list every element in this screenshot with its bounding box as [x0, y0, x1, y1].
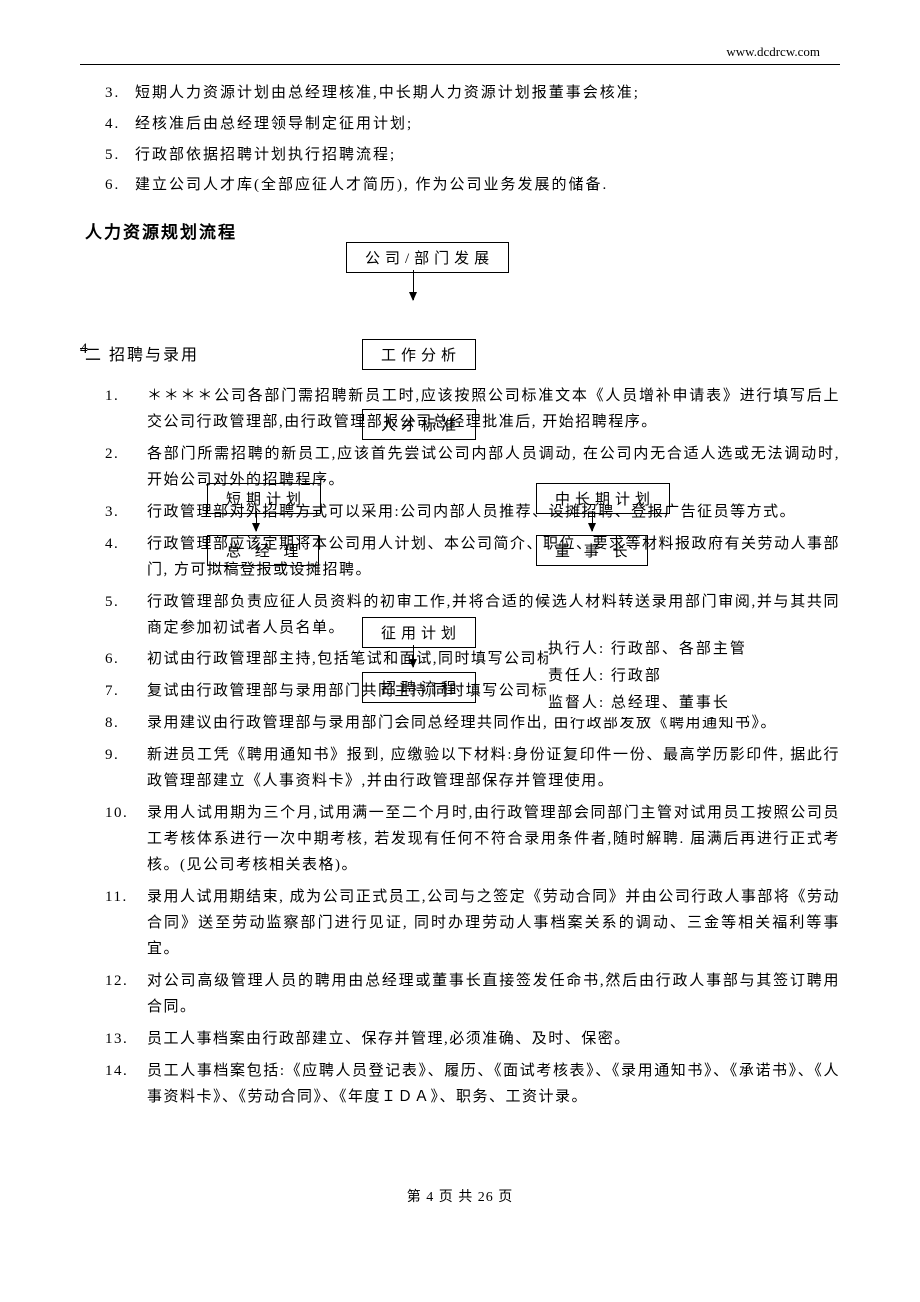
list-text: 行政管理部负责应征人员资料的初审工作,并将合适的候选人材料转送录用部门审阅,并与… [147, 590, 840, 642]
list-text: ＊＊＊＊公司各部门需招聘新员工时,应该按照公司标准文本《人员增补申请表》进行填写… [147, 384, 840, 436]
header-url: www.dcdrcw.com [726, 44, 820, 60]
list-text: 对公司高级管理人员的聘用由总经理或董事长直接签发任命书,然后由行政人事部与其签订… [147, 969, 840, 1021]
list-item: 10.录用人试用期为三个月,试用满一至二个月时,由行政管理部会同部门主管对试用员… [105, 801, 840, 879]
list-num: 4. [105, 109, 135, 140]
list-item: 3.行政管理部对外招聘方式可以采用:公司内部人员推荐、设摊招聘、登报广告征员等方… [105, 500, 840, 526]
list-num: 5. [105, 140, 135, 171]
list-item: 14.员工人事档案包括:《应聘人员登记表》、履历、《面试考核表》、《录用通知书》… [105, 1059, 840, 1111]
list-item: 9.新进员工凭《聘用通知书》报到, 应缴验以下材料:身份证复印件一份、最高学历影… [105, 743, 840, 795]
list-num: 2. [105, 442, 147, 494]
list-num: 8. [105, 711, 147, 737]
role-line: 责任人: 行政部 [548, 663, 747, 690]
list-text: 短期人力资源计划由总经理核准,中长期人力资源计划报董事会核准; [135, 78, 640, 109]
list-item: 5.行政管理部负责应征人员资料的初审工作,并将合适的候选人材料转送录用部门审阅,… [105, 590, 840, 642]
ordered-list: 1.＊＊＊＊公司各部门需招聘新员工时,应该按照公司标准文本《人员增补申请表》进行… [105, 384, 840, 1116]
page-footer: 第 4 页 共 26 页 [0, 1186, 920, 1206]
top-rule [80, 64, 840, 65]
list-text: 员工人事档案由行政部建立、保存并管理,必须准确、及时、保密。 [147, 1027, 840, 1053]
list-num: 14. [105, 1059, 147, 1111]
list-text: 录用人试用期为三个月,试用满一至二个月时,由行政管理部会同部门主管对试用员工按照… [147, 801, 840, 879]
list-num: 10. [105, 801, 147, 879]
list-text: 员工人事档案包括:《应聘人员登记表》、履历、《面试考核表》、《录用通知书》、《承… [147, 1059, 840, 1111]
list-num: 9. [105, 743, 147, 795]
list-item: 12.对公司高级管理人员的聘用由总经理或董事长直接签发任命书,然后由行政人事部与… [105, 969, 840, 1021]
list-text: 经核准后由总经理领导制定征用计划; [135, 109, 413, 140]
page: www.dcdrcw.com 3.短期人力资源计划由总经理核准,中长期人力资源计… [0, 0, 920, 1302]
list-item: 2.各部门所需招聘的新员工,应该首先尝试公司内部人员调动, 在公司内无合适人选或… [105, 442, 840, 494]
list-text: 行政管理部应该定期将本公司用人计划、本公司简介、职位、要求等材料报政府有关劳动人… [147, 532, 840, 584]
list-text: 建立公司人才库(全部应征人才简历), 作为公司业务发展的储备. [135, 170, 608, 201]
list-num: 1. [105, 384, 147, 436]
list-item: 11.录用人试用期结束, 成为公司正式员工,公司与之签定《劳动合同》并由公司行政… [105, 885, 840, 963]
list-item: 4.行政管理部应该定期将本公司用人计划、本公司简介、职位、要求等材料报政府有关劳… [105, 532, 840, 584]
list-num: 4. [105, 532, 147, 584]
list-num: 7. [105, 679, 147, 705]
list-num: 12. [105, 969, 147, 1021]
role-line: 监督人: 总经理、董事长 [548, 690, 747, 717]
roles-block: 执行人: 行政部、各部主管 责任人: 行政部 监督人: 总经理、董事长 [548, 636, 747, 717]
list-item: 6.建立公司人才库(全部应征人才简历), 作为公司业务发展的储备. [105, 170, 840, 201]
section-title: 人力资源规划流程 [85, 218, 237, 243]
list-text: 行政管理部对外招聘方式可以采用:公司内部人员推荐、设摊招聘、登报广告征员等方式。 [147, 500, 840, 526]
list-text: 各部门所需招聘的新员工,应该首先尝试公司内部人员调动, 在公司内无合适人选或无法… [147, 442, 840, 494]
list-text: 新进员工凭《聘用通知书》报到, 应缴验以下材料:身份证复印件一份、最高学历影印件… [147, 743, 840, 795]
list-num: 3. [105, 500, 147, 526]
role-line: 执行人: 行政部、各部主管 [548, 636, 747, 663]
list-num: 3. [105, 78, 135, 109]
flow-node: 公司/部门发展 [346, 242, 509, 273]
list-num: 13. [105, 1027, 147, 1053]
list-num: 6. [105, 647, 147, 673]
arrow-down-icon [413, 270, 414, 300]
list-text: 录用人试用期结束, 成为公司正式员工,公司与之签定《劳动合同》并由公司行政人事部… [147, 885, 840, 963]
list-num: 5. [105, 590, 147, 642]
list-text: 行政部依据招聘计划执行招聘流程; [135, 140, 396, 171]
list-item: 1.＊＊＊＊公司各部门需招聘新员工时,应该按照公司标准文本《人员增补申请表》进行… [105, 384, 840, 436]
list-item: 4.经核准后由总经理领导制定征用计划; [105, 109, 840, 140]
flow-node: 工作分析 [362, 339, 476, 370]
top-list: 3.短期人力资源计划由总经理核准,中长期人力资源计划报董事会核准; 4.经核准后… [105, 78, 840, 201]
section2-title: 二 招聘与录用 [85, 341, 199, 365]
list-num: 11. [105, 885, 147, 963]
list-item: 3.短期人力资源计划由总经理核准,中长期人力资源计划报董事会核准; [105, 78, 840, 109]
list-num: 6. [105, 170, 135, 201]
list-item: 5.行政部依据招聘计划执行招聘流程; [105, 140, 840, 171]
list-item: 13.员工人事档案由行政部建立、保存并管理,必须准确、及时、保密。 [105, 1027, 840, 1053]
